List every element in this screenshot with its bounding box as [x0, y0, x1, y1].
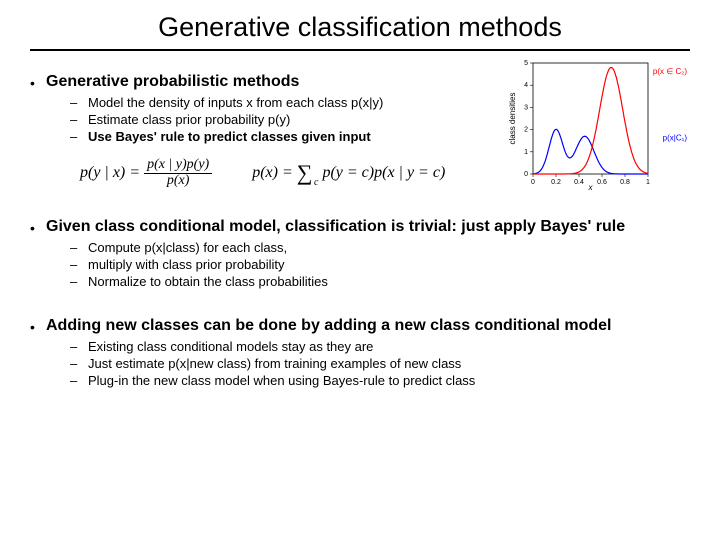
list-item: –Compute p(x|class) for each class,: [70, 240, 690, 255]
formula-row: p(y | x) = p(x | y)p(y) p(x) p(x) = ∑c p…: [80, 158, 499, 188]
list-item: –Existing class conditional models stay …: [70, 339, 690, 354]
svg-text:1: 1: [524, 149, 528, 156]
svg-text:x: x: [588, 183, 594, 192]
section1-heading: • Generative probabilistic methods: [30, 73, 499, 91]
section3-heading: • Adding new classes can be done by addi…: [30, 317, 690, 335]
list-item: –Use Bayes' rule to predict classes give…: [70, 129, 499, 144]
svg-text:0.6: 0.6: [597, 179, 607, 186]
svg-text:1: 1: [646, 179, 650, 186]
svg-text:0.4: 0.4: [574, 179, 584, 186]
svg-text:2: 2: [524, 127, 528, 134]
list-item: –Just estimate p(x|new class) from train…: [70, 356, 690, 371]
list-item: –Plug-in the new class model when using …: [70, 373, 690, 388]
svg-text:0.8: 0.8: [620, 179, 630, 186]
page-title: Generative classification methods: [30, 12, 690, 43]
list-item: –Normalize to obtain the class probabili…: [70, 274, 690, 289]
svg-text:0: 0: [524, 171, 528, 178]
density-chart: 0 0.2 0.4 0.6 0.8 1 0 1 2 3 4 5 x class densities p(x …: [505, 57, 690, 192]
svg-text:p(x|C₁): p(x|C₁): [663, 134, 688, 143]
formula-bayes: p(y | x) = p(x | y)p(y) p(x): [80, 158, 212, 188]
list-item: –Estimate class prior probability p(y): [70, 112, 499, 127]
svg-text:0: 0: [531, 179, 535, 186]
svg-text:5: 5: [524, 60, 528, 67]
svg-text:3: 3: [524, 104, 528, 111]
section2-heading: • Given class conditional model, classif…: [30, 218, 690, 236]
svg-text:4: 4: [524, 82, 528, 89]
svg-text:0.2: 0.2: [551, 179, 561, 186]
title-rule: [30, 49, 690, 51]
list-item: –multiply with class prior probability: [70, 257, 690, 272]
svg-text:p(x ∈ C₂): p(x ∈ C₂): [653, 67, 687, 76]
list-item: –Model the density of inputs x from each…: [70, 95, 499, 110]
svg-text:class densities: class densities: [508, 92, 517, 144]
formula-marginal: p(x) = ∑c p(y = c)p(x | y = c): [252, 160, 445, 186]
